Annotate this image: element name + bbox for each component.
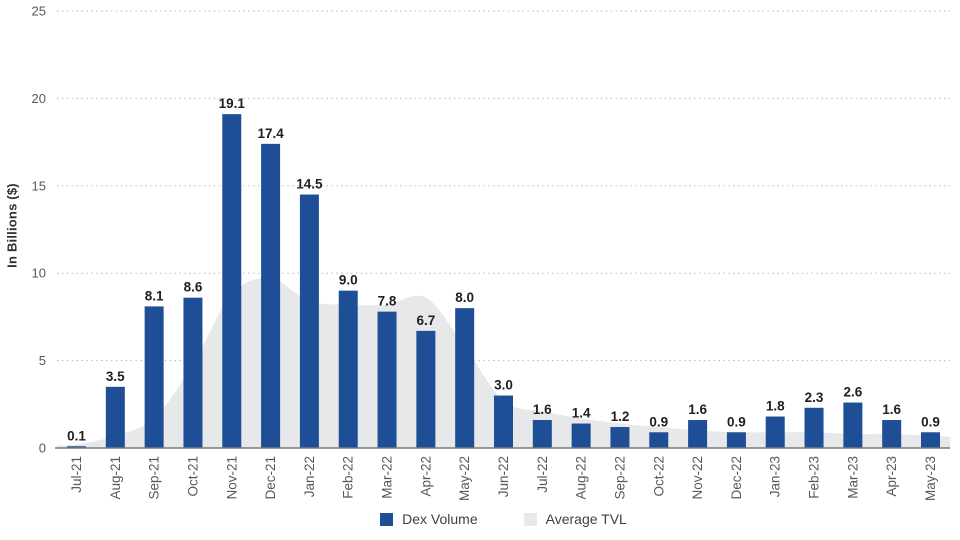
x-axis-category-label: Mar-22 — [380, 456, 395, 499]
bar-value-label: 7.8 — [378, 294, 397, 309]
x-axis-category-label: Sep-22 — [612, 456, 627, 500]
x-axis-category-label: Apr-22 — [418, 456, 433, 497]
bar-value-label: 17.4 — [257, 126, 284, 141]
x-axis-category-label: Jul-22 — [535, 456, 550, 493]
bar-value-label: 1.6 — [688, 402, 707, 417]
bar-value-label: 8.0 — [455, 290, 474, 305]
x-axis-category-label: Dec-22 — [729, 456, 744, 500]
bar-value-label: 6.7 — [416, 313, 435, 328]
bar-value-label: 0.9 — [921, 414, 940, 429]
x-axis-category-label: Jul-21 — [69, 456, 84, 493]
x-axis-category-label: May-23 — [923, 456, 938, 501]
x-axis-category-label: Apr-23 — [884, 456, 899, 497]
bar-value-label: 8.6 — [184, 280, 203, 295]
bar-value-label: 0.1 — [67, 428, 86, 443]
y-axis-tick-label: 10 — [32, 266, 46, 281]
bar-value-label: 8.1 — [145, 288, 164, 303]
x-axis-category-label: Feb-22 — [341, 456, 356, 499]
bar-dex-volume — [765, 416, 785, 448]
y-axis-tick-label: 25 — [32, 4, 46, 19]
bar-dex-volume — [610, 427, 630, 448]
y-axis-tick-label: 15 — [32, 178, 46, 193]
x-axis-category-label: Aug-22 — [574, 456, 589, 500]
bar-dex-volume — [416, 330, 436, 448]
legend: Dex Volume Average TVL — [57, 511, 950, 527]
bar-dex-volume — [105, 386, 125, 448]
x-axis-category-label: Jan-22 — [302, 456, 317, 497]
x-axis-category-label: Dec-21 — [263, 456, 278, 500]
bar-value-label: 3.5 — [106, 369, 125, 384]
y-axis-tick-label: 20 — [32, 91, 46, 106]
x-axis-category-label: Feb-23 — [807, 456, 822, 499]
bar-dex-volume — [299, 194, 319, 448]
x-axis-category-label: Nov-21 — [224, 456, 239, 500]
bar-dex-volume — [688, 420, 708, 448]
legend-label-average-tvl: Average TVL — [545, 511, 627, 527]
legend-item-average-tvl: Average TVL — [523, 511, 627, 527]
legend-label-dex-volume: Dex Volume — [402, 511, 478, 527]
bar-value-label: 9.0 — [339, 273, 358, 288]
bar-dex-volume — [571, 423, 591, 448]
bar-value-label: 0.9 — [649, 414, 668, 429]
bar-value-label: 1.6 — [882, 402, 901, 417]
bar-dex-volume — [261, 143, 281, 448]
average-tvl-area — [57, 278, 950, 448]
bar-value-label: 1.4 — [572, 406, 591, 421]
bar-dex-volume — [882, 420, 902, 448]
legend-item-dex-volume: Dex Volume — [380, 511, 478, 527]
y-axis-title: In Billions ($) — [4, 183, 20, 268]
bar-dex-volume — [183, 297, 203, 448]
bar-value-label: 1.6 — [533, 402, 552, 417]
bar-dex-volume — [649, 432, 669, 448]
bar-dex-volume — [222, 114, 242, 449]
bar-dex-volume — [144, 306, 164, 448]
bar-dex-volume — [338, 290, 358, 448]
bar-value-label: 1.2 — [611, 409, 630, 424]
bar-dex-volume — [726, 432, 746, 448]
bar-dex-volume — [843, 402, 863, 448]
bar-value-label: 2.6 — [843, 385, 862, 400]
bar-dex-volume — [455, 308, 475, 448]
bar-dex-volume — [377, 311, 397, 448]
bar-value-label: 2.3 — [805, 390, 824, 405]
bar-value-label: 0.9 — [727, 414, 746, 429]
x-axis-category-label: Mar-23 — [845, 456, 860, 499]
x-axis-category-label: Jan-23 — [768, 456, 783, 497]
bar-dex-volume — [921, 432, 940, 448]
x-axis-category-label: Jun-22 — [496, 456, 511, 497]
bar-dex-volume — [532, 420, 552, 448]
y-axis-tick-label: 5 — [39, 353, 46, 368]
x-axis-category-label: May-22 — [457, 456, 472, 501]
x-axis-category-label: Oct-21 — [185, 456, 200, 497]
bar-value-label: 19.1 — [219, 96, 246, 111]
x-axis-category-label: Aug-21 — [108, 456, 123, 500]
bar-value-label: 1.8 — [766, 399, 785, 414]
x-axis-category-label: Nov-22 — [690, 456, 705, 500]
bar-dex-volume — [67, 446, 86, 448]
average-tvl-swatch-icon — [523, 512, 537, 526]
dex-volume-swatch-icon — [380, 512, 394, 526]
bar-value-label: 14.5 — [296, 177, 323, 192]
bar-value-label: 3.0 — [494, 378, 513, 393]
y-axis-tick-label: 0 — [39, 441, 46, 456]
x-axis-category-label: Sep-21 — [147, 456, 162, 500]
x-axis-category-label: Oct-22 — [651, 456, 666, 497]
bar-dex-volume — [804, 407, 824, 448]
bar-dex-volume — [494, 395, 513, 448]
